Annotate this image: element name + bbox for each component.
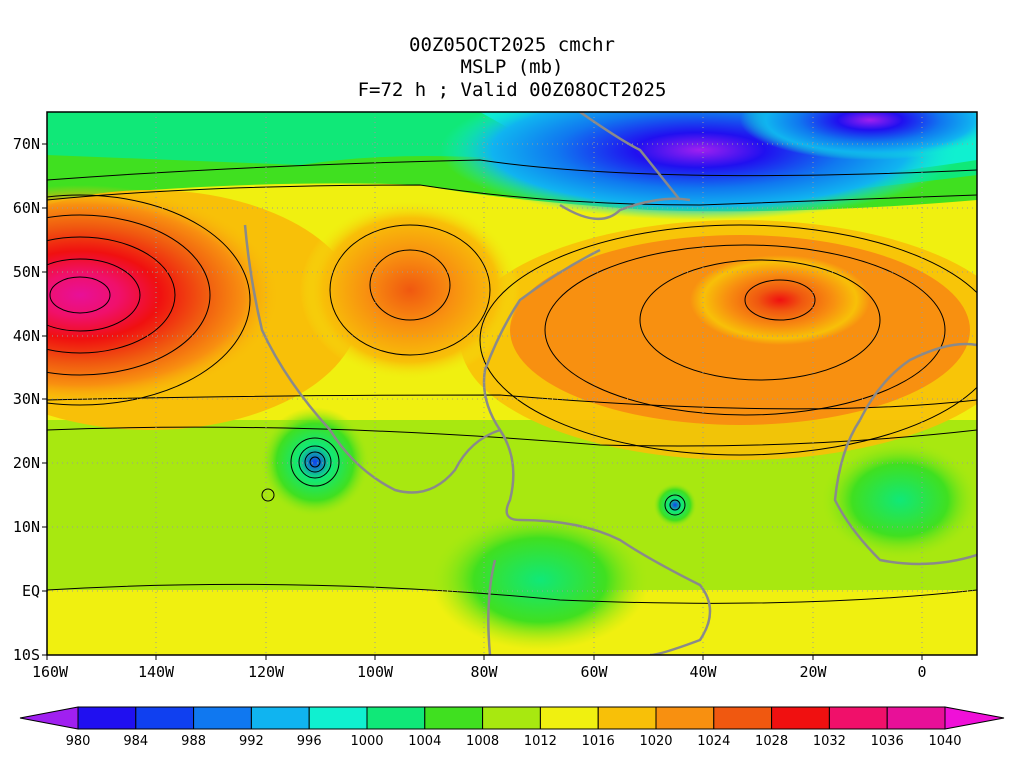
colorbar-box — [366, 706, 426, 730]
colorbar-box — [250, 706, 310, 730]
lon-label-100w: 100W — [356, 663, 394, 681]
lat-label-20n: 20N — [12, 454, 40, 472]
colorbar-label: 996 — [296, 734, 322, 749]
colorbar-label: 1032 — [812, 734, 846, 749]
colorbar-box — [424, 706, 484, 730]
colorbar-box — [308, 706, 368, 730]
colorbar-label: 1020 — [639, 734, 673, 749]
colorbar-label: 1024 — [697, 734, 731, 749]
colorbar-box — [77, 706, 137, 730]
lat-label-40n: 40N — [12, 327, 40, 345]
lat-label-10n: 10N — [12, 518, 40, 536]
colorbar-max-arrow — [944, 706, 1005, 730]
colorbar-label: 988 — [181, 734, 207, 749]
colorbar-box — [828, 706, 888, 730]
lon-label-160w: 160W — [31, 663, 69, 681]
colorbar-box — [597, 706, 657, 730]
colorbar-label: 1012 — [523, 734, 557, 749]
lat-label-60n: 60N — [12, 199, 40, 217]
lon-label-80w: 80W — [470, 663, 498, 681]
lat-label-eq: EQ — [21, 582, 40, 600]
colorbar-box — [482, 706, 541, 730]
lon-label-120w: 120W — [247, 663, 285, 681]
colorbar-label: 1004 — [408, 734, 442, 749]
colorbar — [19, 706, 1005, 730]
colorbar-label: 1040 — [928, 734, 962, 749]
title-line-1: 00Z05OCT2025 cmchr — [409, 34, 615, 56]
lat-label-70n: 70N — [12, 135, 40, 153]
colorbar-label: 984 — [123, 734, 149, 749]
lat-lon-grid — [47, 112, 977, 655]
axis-ticks — [42, 143, 923, 660]
lon-label-40w: 40W — [689, 663, 717, 681]
title-line-2: MSLP (mb) — [460, 56, 564, 78]
isobar-lines — [47, 159, 977, 604]
coastlines — [243, 112, 977, 655]
colorbar-box — [886, 706, 946, 730]
colorbar-label: 1008 — [466, 734, 500, 749]
lat-label-10s: 10S — [12, 646, 40, 664]
colorbar-min-arrow — [19, 706, 79, 730]
lat-label-50n: 50N — [12, 263, 40, 281]
colorbar-label: 992 — [238, 734, 264, 749]
colorbar-box — [193, 706, 252, 730]
colorbar-box — [771, 706, 830, 730]
lat-label-30n: 30N — [12, 390, 40, 408]
colorbar-box — [539, 706, 599, 730]
title-line-3: F=72 h ; Valid 00Z08OCT2025 — [357, 79, 667, 101]
colorbar-label: 1016 — [581, 734, 615, 749]
colorbar-label: 1036 — [870, 734, 904, 749]
colorbar-label: 1000 — [350, 734, 384, 749]
colorbar-label: 1028 — [755, 734, 789, 749]
colorbar-label: 980 — [65, 734, 91, 749]
colorbar-box — [713, 706, 773, 730]
pressure-field — [47, 112, 977, 655]
colorbar-box — [135, 706, 195, 730]
lon-label-0: 0 — [917, 663, 927, 681]
lon-label-60w: 60W — [580, 663, 608, 681]
colorbar-box — [655, 706, 715, 730]
plot-frame — [46, 111, 978, 656]
lon-label-140w: 140W — [137, 663, 175, 681]
lon-label-20w: 20W — [799, 663, 827, 681]
